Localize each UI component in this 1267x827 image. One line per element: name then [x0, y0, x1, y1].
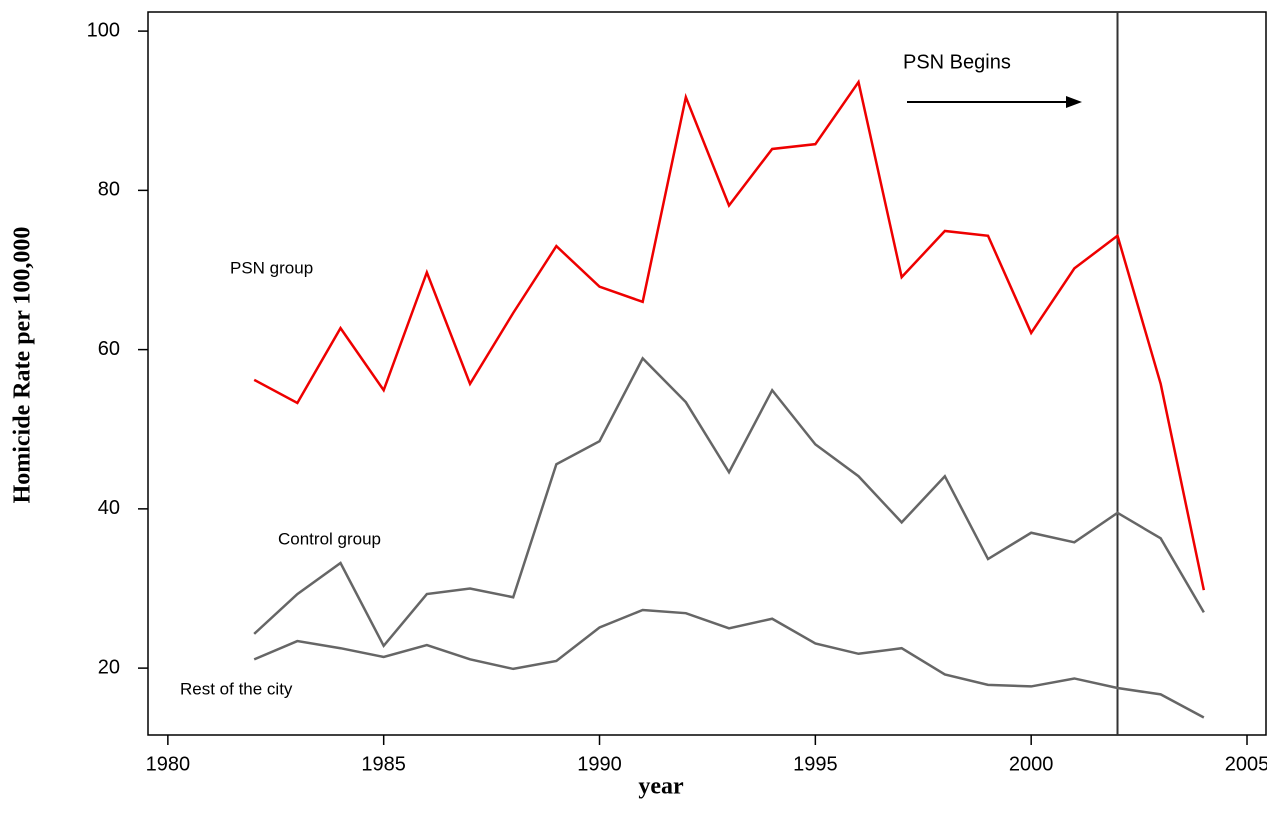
series-label: PSN group	[230, 258, 313, 277]
x-tick-label: 2005	[1225, 753, 1267, 775]
x-axis-label: year	[638, 774, 684, 800]
series-line	[253, 79, 1206, 591]
x-tick-label: 1990	[577, 753, 622, 775]
annotation: PSN Begins	[903, 51, 1011, 73]
y-tick-label: 60	[98, 338, 120, 360]
y-tick-label: 40	[98, 497, 120, 519]
x-tick-label: 2000	[1009, 753, 1054, 775]
y-tick-label: 20	[98, 656, 120, 678]
series-line	[253, 356, 1205, 649]
x-tick-label: 1985	[361, 753, 406, 775]
y-tick-label: 80	[98, 179, 120, 201]
y-tick-label: 100	[87, 19, 120, 41]
series-label: Control group	[278, 529, 381, 548]
series-line	[253, 608, 1205, 719]
plot-frame	[147, 11, 1267, 736]
y-axis-label: Homicide Rate per 100,000	[10, 227, 36, 504]
x-tick-label: 1995	[793, 753, 838, 775]
arrow-head	[1066, 96, 1082, 108]
series-label: Rest of the city	[180, 679, 293, 698]
x-tick-label: 1980	[146, 753, 191, 775]
